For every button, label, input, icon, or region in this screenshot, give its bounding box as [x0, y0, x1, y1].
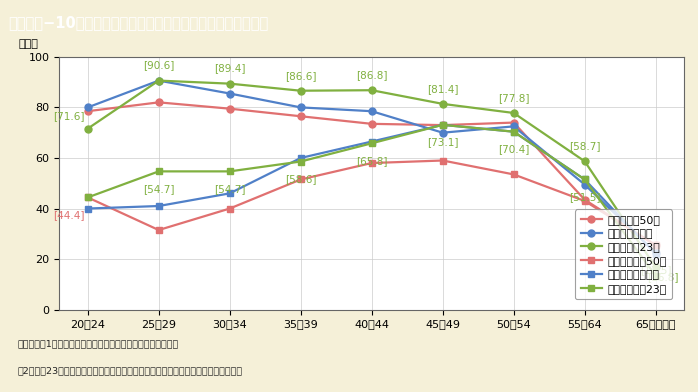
有配偶（平成23） [154, 169, 163, 174]
有配偶（昭和50） [510, 172, 518, 177]
未婚（平成２） [651, 250, 660, 255]
Text: [51.5]: [51.5] [569, 192, 600, 202]
未婚（昭和50） [225, 106, 234, 111]
有配偶（平成２） [154, 204, 163, 209]
未婚（平成２） [225, 91, 234, 96]
未婚（平成２） [510, 124, 518, 129]
未婚（平成23） [154, 78, 163, 83]
Line: 有配偶（平成23）: 有配偶（平成23） [84, 122, 659, 279]
有配偶（昭和50） [297, 177, 305, 182]
Text: [81.4]: [81.4] [427, 84, 459, 94]
未婚（昭和50） [651, 243, 660, 248]
有配偶（平成２） [84, 206, 92, 211]
Text: 第１－３−10図　配偶関係・年齢階級別女性の労働力率の推移: 第１－３−10図 配偶関係・年齢階級別女性の労働力率の推移 [8, 15, 269, 30]
未婚（平成23） [367, 88, 376, 93]
未婚（平成２） [154, 78, 163, 83]
Line: 未婚（平成２）: 未婚（平成２） [84, 77, 659, 256]
未婚（平成23） [438, 102, 447, 106]
有配偶（平成23） [367, 141, 376, 146]
有配偶（平成23） [651, 273, 660, 278]
未婚（昭和50） [154, 100, 163, 105]
未婚（平成23） [510, 111, 518, 115]
Text: （備考）、1．総務省「労働力調査（基本集計）」より作成。: （備考）、1．総務省「労働力調査（基本集計）」より作成。 [17, 339, 179, 348]
Text: 2．平成23年の［　］内の割合は，岩手県，宮城県及び福島県を除く全国の結果。: 2．平成23年の［ ］内の割合は，岩手県，宮城県及び福島県を除く全国の結果。 [17, 367, 243, 376]
有配偶（平成２） [367, 139, 376, 144]
未婚（平成２） [438, 130, 447, 135]
有配偶（平成２） [225, 191, 234, 196]
有配偶（昭和50） [154, 228, 163, 232]
有配偶（昭和50） [438, 158, 447, 163]
未婚（昭和50） [510, 120, 518, 125]
有配偶（平成２） [651, 252, 660, 256]
Text: [71.6]: [71.6] [52, 111, 84, 121]
Text: [77.8]: [77.8] [498, 93, 529, 103]
有配偶（平成23） [225, 169, 234, 174]
未婚（昭和50） [84, 109, 92, 114]
有配偶（昭和50） [581, 199, 589, 203]
有配偶（平成２） [510, 129, 518, 134]
未婚（平成23） [581, 159, 589, 163]
未婚（平成23） [225, 81, 234, 86]
Line: 有配偶（平成２）: 有配偶（平成２） [84, 122, 659, 258]
未婚（平成２） [84, 105, 92, 110]
Text: [54.7]: [54.7] [143, 184, 174, 194]
有配偶（平成23） [581, 177, 589, 182]
Text: [65.8]: [65.8] [356, 156, 387, 166]
Text: [86.6]: [86.6] [285, 71, 316, 81]
有配偶（平成２） [438, 123, 447, 127]
有配偶（平成２） [581, 177, 589, 182]
有配偶（平成23） [438, 123, 447, 127]
未婚（平成２） [581, 182, 589, 187]
未婚（昭和50） [438, 123, 447, 127]
未婚（平成２） [297, 105, 305, 110]
未婚（昭和50） [581, 197, 589, 202]
未婚（平成２） [367, 109, 376, 114]
Text: [16.8]: [16.8] [647, 272, 678, 282]
有配偶（昭和50） [651, 243, 660, 248]
Text: [44.4]: [44.4] [52, 210, 84, 220]
Text: [70.4]: [70.4] [498, 144, 529, 154]
有配偶（平成23） [84, 195, 92, 200]
未婚（平成23） [84, 126, 92, 131]
有配偶（平成23） [297, 159, 305, 164]
未婚（平成23） [651, 265, 660, 270]
Legend: 未婚（昭和50）, 未婚（平成２）, 未婚（平成23）, 有配偶（昭和50）, 有配偶（平成２）, 有配偶（平成23）: 未婚（昭和50）, 未婚（平成２）, 未婚（平成23）, 有配偶（昭和50）, … [575, 209, 672, 299]
有配偶（平成23） [510, 129, 518, 134]
Text: （％）: （％） [19, 39, 38, 49]
Text: [54.7]: [54.7] [214, 184, 246, 194]
未婚（昭和50） [367, 122, 376, 126]
Text: [58.6]: [58.6] [285, 174, 316, 184]
未婚（昭和50） [297, 114, 305, 119]
有配偶（昭和50） [225, 206, 234, 211]
Text: [73.1]: [73.1] [427, 138, 459, 147]
Text: [90.6]: [90.6] [143, 60, 174, 71]
未婚（平成23） [297, 88, 305, 93]
Line: 有配偶（昭和50）: 有配偶（昭和50） [84, 157, 659, 249]
有配偶（昭和50） [84, 195, 92, 200]
Text: [86.8]: [86.8] [356, 70, 387, 80]
有配偶（昭和50） [367, 161, 376, 165]
Text: [13.5]: [13.5] [640, 265, 671, 276]
有配偶（平成２） [297, 156, 305, 160]
Line: 未婚（昭和50）: 未婚（昭和50） [84, 99, 659, 249]
Text: [89.4]: [89.4] [214, 64, 246, 74]
Text: [58.7]: [58.7] [569, 141, 600, 151]
Line: 未婚（平成23）: 未婚（平成23） [84, 77, 659, 270]
